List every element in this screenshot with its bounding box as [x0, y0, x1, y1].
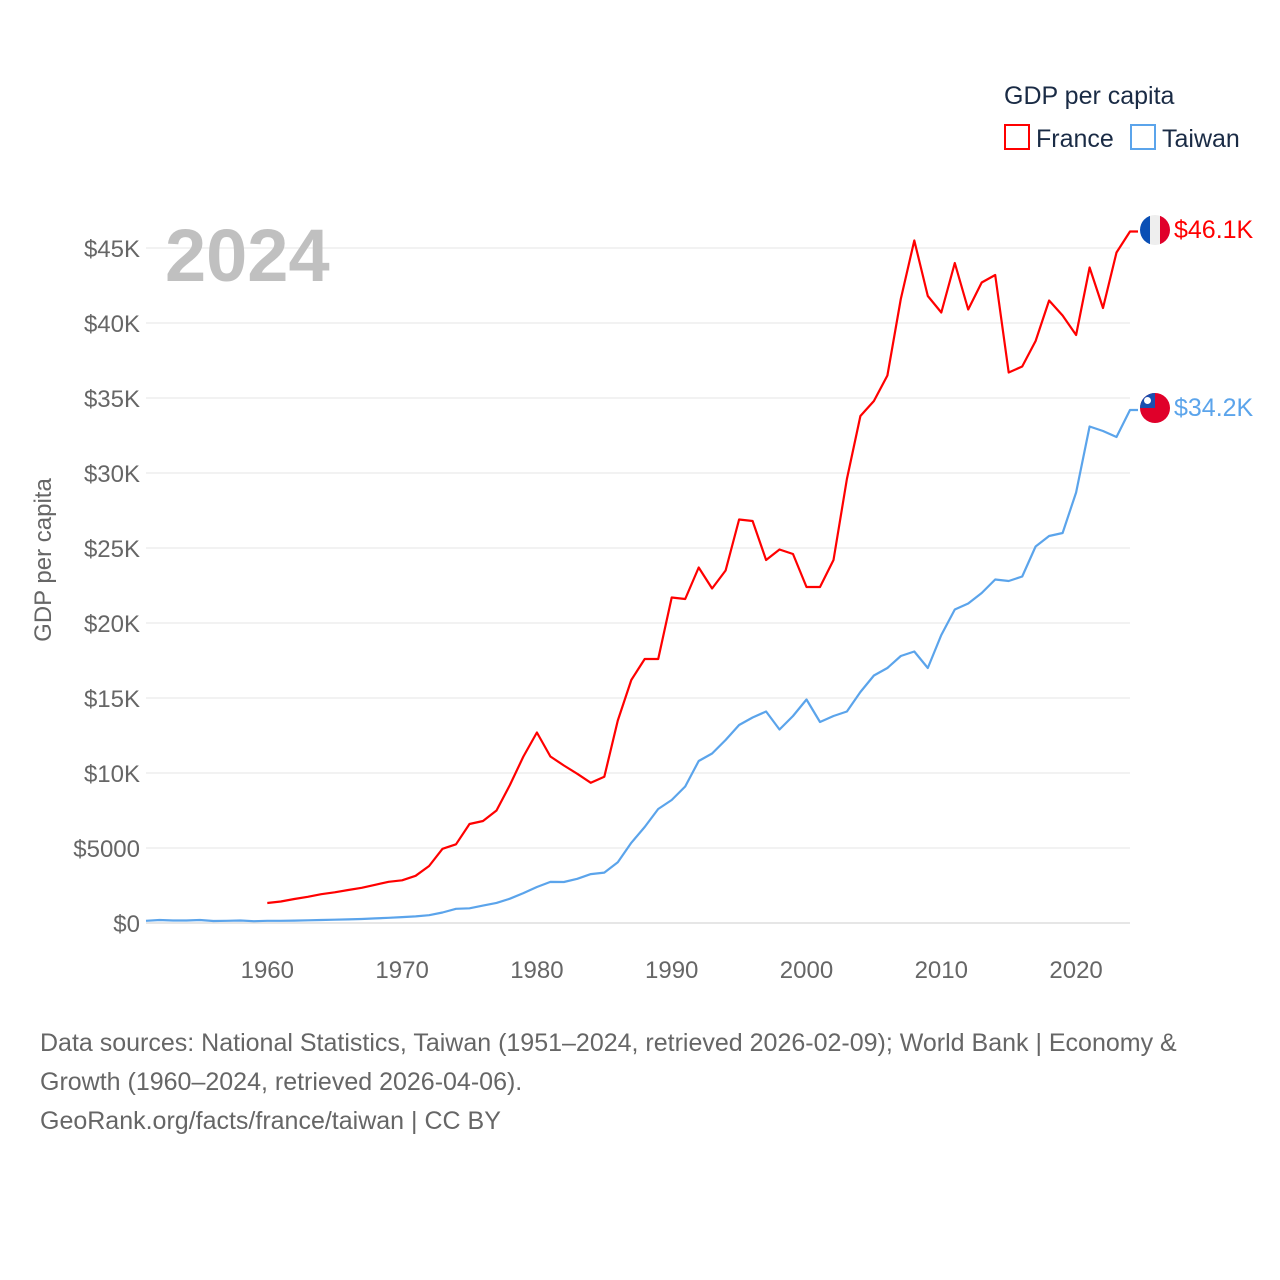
y-tick-label: $10K — [84, 761, 140, 788]
y-tick-label: $5000 — [73, 836, 140, 863]
gridlines — [146, 247, 1130, 924]
legend-title: GDP per capita — [1004, 82, 1175, 110]
x-tick-label: 2000 — [780, 957, 833, 984]
series-line-france — [267, 230, 1138, 905]
x-tick-label: 2020 — [1049, 957, 1102, 984]
y-tick-label: $40K — [84, 311, 140, 338]
y-tick-label: $15K — [84, 686, 140, 713]
taiwan-flag-icon — [1140, 393, 1170, 423]
year-watermark: 2024 — [165, 214, 330, 297]
legend-swatch-france[interactable] — [1004, 124, 1030, 150]
series-line-taiwan — [145, 408, 1138, 923]
x-tick-label: 2010 — [915, 957, 968, 984]
y-tick-label: $45K — [84, 236, 140, 263]
line-chart: $0$5000$10K$15K$20K$25K$30K$35K$40K$45K … — [30, 82, 1254, 984]
y-tick-label: $35K — [84, 386, 140, 413]
end-label-taiwan: $34.2K — [1174, 394, 1254, 422]
y-tick-label: $0 — [113, 911, 140, 938]
legend-label-taiwan[interactable]: Taiwan — [1162, 125, 1240, 153]
y-axis-ticks: $0 $5000 $10K $15K $20K $25K $30K $35K $40K $45K — [73, 236, 140, 938]
x-tick-label: 1960 — [241, 957, 294, 984]
x-tick-label: 1980 — [510, 957, 563, 984]
y-tick-label: $25K — [84, 536, 140, 563]
y-axis-label: GDP per capita — [30, 478, 57, 642]
x-tick-label: 1990 — [645, 957, 698, 984]
attribution-link[interactable]: GeoRank.org/facts/france/taiwan | CC BY — [40, 1107, 501, 1135]
legend-swatch-taiwan[interactable] — [1130, 124, 1156, 150]
source-note: Data sources: National Statistics, Taiwa… — [40, 1024, 1240, 1141]
end-label-france: $46.1K — [1174, 216, 1254, 244]
france-flag-icon — [1140, 215, 1170, 245]
source-text: Data sources: National Statistics, Taiwa… — [40, 1029, 1177, 1096]
x-axis-ticks: 1960 1970 1980 1990 2000 2010 2020 — [241, 957, 1103, 984]
x-tick-label: 1970 — [375, 957, 428, 984]
y-tick-label: $30K — [84, 461, 140, 488]
series-lines — [145, 230, 1138, 923]
legend-label-france[interactable]: France — [1036, 125, 1114, 153]
y-tick-label: $20K — [84, 611, 140, 638]
